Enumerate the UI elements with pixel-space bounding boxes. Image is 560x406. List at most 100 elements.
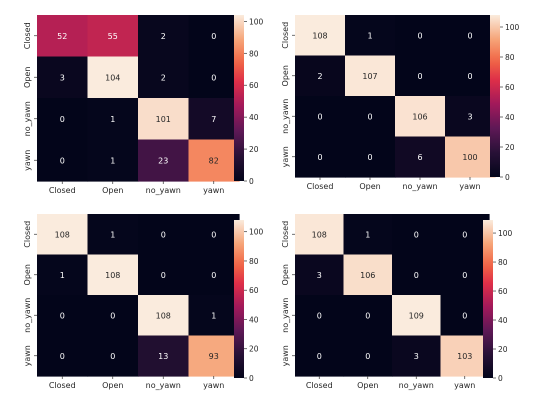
cell-value-label: 0	[467, 72, 472, 81]
x-tick-label: no_yawn	[146, 381, 181, 390]
heatmap-cell-Closed-Closed	[37, 15, 89, 58]
heatmap-cell-no_yawn-yawn	[188, 98, 240, 141]
cell-value-label: 106	[412, 112, 427, 121]
heatmap-cell-yawn-Open	[343, 335, 393, 377]
cell-value-label: 0	[60, 115, 65, 124]
heatmap-cell-Open-Open	[343, 254, 393, 296]
heatmap-cell-Open-Open	[345, 55, 396, 97]
heatmap-cell-yawn-yawn	[445, 136, 496, 178]
cell-value-label: 6	[417, 153, 422, 162]
cell-value-label: 0	[462, 230, 467, 239]
cell-value-label: 0	[60, 311, 65, 320]
y-tick-label: Open	[23, 67, 32, 88]
colorbar-tick-label: 60	[498, 287, 508, 296]
cell-value-label: 0	[462, 271, 467, 280]
cell-value-label: 52	[57, 32, 67, 41]
cell-value-label: 0	[110, 311, 115, 320]
heatmap-cell-Open-no_yawn	[395, 55, 446, 97]
y-tick-label: yawn	[23, 150, 32, 171]
colorbar-tick-label: 80	[505, 53, 515, 62]
heatmap-cell-Open-yawn	[188, 254, 240, 296]
heatmap-cell-Open-Closed	[37, 56, 89, 99]
heatmap-cell-no_yawn-Open	[345, 96, 396, 138]
x-tick-label: yawn	[459, 182, 480, 191]
y-tick-label: Closed	[281, 221, 290, 248]
heatmap-cell-Open-no_yawn	[392, 254, 442, 296]
heatmap-cell-Open-Closed	[37, 254, 89, 296]
colorbar-tick-label: 100	[498, 229, 513, 238]
heatmap-cell-no_yawn-no_yawn	[392, 295, 442, 337]
heatmap-cell-Open-no_yawn	[138, 56, 190, 99]
cell-value-label: 0	[367, 153, 372, 162]
heatmap-cell-yawn-yawn	[188, 139, 240, 182]
cell-value-label: 108	[105, 271, 120, 280]
x-tick-label: Open	[102, 381, 123, 390]
heatmap-cell-Closed-yawn	[445, 15, 496, 57]
cell-value-label: 93	[209, 352, 219, 361]
y-tick-label: yawn	[281, 146, 290, 167]
x-tick-label: yawn	[203, 381, 224, 390]
heatmap-cell-yawn-yawn	[188, 335, 240, 377]
heatmap-cell-yawn-no_yawn	[138, 335, 190, 377]
colorbar-tick-label: 60	[249, 286, 259, 295]
heatmap-cell-Closed-no_yawn	[392, 214, 442, 256]
colorbar-tick-label: 40	[498, 316, 508, 325]
y-tick-label: Closed	[23, 221, 32, 248]
colorbar-tick-label: 60	[249, 81, 259, 90]
heatmap-cell-Closed-no_yawn	[138, 15, 190, 58]
cell-value-label: 100	[462, 153, 477, 162]
heatmap-cell-yawn-no_yawn	[395, 136, 446, 178]
cell-value-label: 2	[161, 73, 166, 82]
cell-value-label: 103	[457, 352, 472, 361]
colorbar-tick-label: 20	[249, 145, 259, 154]
cell-value-label: 0	[211, 32, 216, 41]
cell-value-label: 1	[110, 156, 115, 165]
cell-value-label: 3	[414, 352, 419, 361]
cell-value-label: 0	[414, 230, 419, 239]
cell-value-label: 2	[161, 32, 166, 41]
x-tick-label: no_yawn	[146, 186, 181, 195]
heatmap-cell-yawn-Closed	[295, 335, 345, 377]
cell-value-label: 23	[158, 156, 168, 165]
cell-value-label: 0	[417, 72, 422, 81]
colorbar	[490, 15, 500, 177]
heatmap-cell-Closed-no_yawn	[138, 214, 190, 256]
y-tick-label: yawn	[23, 345, 32, 366]
y-tick-label: Open	[281, 264, 290, 285]
heatmap-cell-no_yawn-no_yawn	[395, 96, 446, 138]
heatmap-cell-Closed-Open	[343, 214, 393, 256]
heatmap-cell-yawn-Open	[87, 335, 139, 377]
cell-value-label: 106	[360, 271, 375, 280]
heatmap-cell-Open-yawn	[445, 55, 496, 97]
colorbar-tick-label: 100	[249, 228, 264, 237]
heatmap-cell-Closed-Open	[87, 214, 139, 256]
cell-value-label: 1	[367, 31, 372, 40]
heatmap-cell-no_yawn-Open	[343, 295, 393, 337]
cell-value-label: 0	[161, 230, 166, 239]
heatmap-cell-yawn-no_yawn	[392, 335, 442, 377]
heatmap-cell-yawn-yawn	[440, 335, 490, 377]
heatmap-cell-Closed-no_yawn	[395, 15, 446, 57]
cell-value-label: 104	[105, 73, 120, 82]
colorbar-tick-label: 20	[505, 143, 515, 152]
colorbar	[234, 220, 244, 378]
colorbar-tick-label: 80	[498, 258, 508, 267]
cell-value-label: 107	[362, 72, 377, 81]
cell-value-label: 108	[312, 230, 327, 239]
heatmap-cell-yawn-Closed	[37, 335, 89, 377]
heatmap-cell-Open-Open	[87, 56, 139, 99]
cell-value-label: 0	[60, 156, 65, 165]
heatmap-cell-Closed-Closed	[37, 214, 89, 256]
colorbar-tick-label: 0	[249, 177, 254, 186]
heatmap-cell-no_yawn-yawn	[188, 295, 240, 337]
colorbar-tick-label: 0	[498, 374, 503, 383]
cell-value-label: 101	[156, 115, 171, 124]
heatmap-cell-yawn-Closed	[37, 139, 89, 182]
cell-value-label: 1	[211, 311, 216, 320]
cell-value-label: 0	[317, 153, 322, 162]
cell-value-label: 55	[108, 32, 118, 41]
